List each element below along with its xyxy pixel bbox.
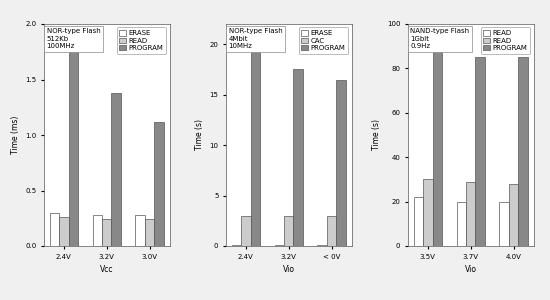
Y-axis label: Time (s): Time (s) <box>195 119 204 151</box>
Bar <box>69 46 78 246</box>
Bar <box>135 215 145 246</box>
Bar <box>155 122 164 246</box>
Bar <box>274 245 284 246</box>
Legend: ERASE, READ, PROGRAM: ERASE, READ, PROGRAM <box>117 28 166 54</box>
Bar <box>327 216 337 246</box>
Bar <box>499 202 509 246</box>
Bar <box>432 46 442 246</box>
Bar <box>232 245 241 246</box>
Bar <box>294 69 303 246</box>
Bar <box>59 217 69 246</box>
X-axis label: Vcc: Vcc <box>100 265 113 274</box>
Bar <box>241 216 251 246</box>
Bar <box>317 245 327 246</box>
Legend: READ, READ, PROGRAM: READ, READ, PROGRAM <box>481 28 530 54</box>
X-axis label: Vio: Vio <box>465 265 477 274</box>
Bar <box>456 202 466 246</box>
Bar <box>112 93 121 246</box>
Text: NAND-type Flash
1Gbit
0.9Hz: NAND-type Flash 1Gbit 0.9Hz <box>410 28 470 50</box>
Bar <box>102 219 112 246</box>
Bar <box>423 179 432 246</box>
Bar <box>518 57 528 246</box>
Bar <box>509 184 518 246</box>
Bar <box>414 197 423 246</box>
Bar <box>145 219 155 246</box>
Text: NOR-type Flash
512Kb
100MHz: NOR-type Flash 512Kb 100MHz <box>47 28 100 50</box>
Bar <box>251 49 260 246</box>
Bar <box>475 57 485 246</box>
Text: NOR-type Flash
4Mbit
10MHz: NOR-type Flash 4Mbit 10MHz <box>228 28 282 50</box>
Y-axis label: Time (s): Time (s) <box>372 119 381 151</box>
Bar <box>466 182 475 246</box>
Legend: ERASE, CAC, PROGRAM: ERASE, CAC, PROGRAM <box>299 28 348 54</box>
Y-axis label: Time (ms): Time (ms) <box>10 116 20 154</box>
Bar <box>92 215 102 246</box>
Bar <box>50 213 59 246</box>
X-axis label: Vio: Vio <box>283 265 295 274</box>
Bar <box>337 80 346 246</box>
Bar <box>284 216 294 246</box>
